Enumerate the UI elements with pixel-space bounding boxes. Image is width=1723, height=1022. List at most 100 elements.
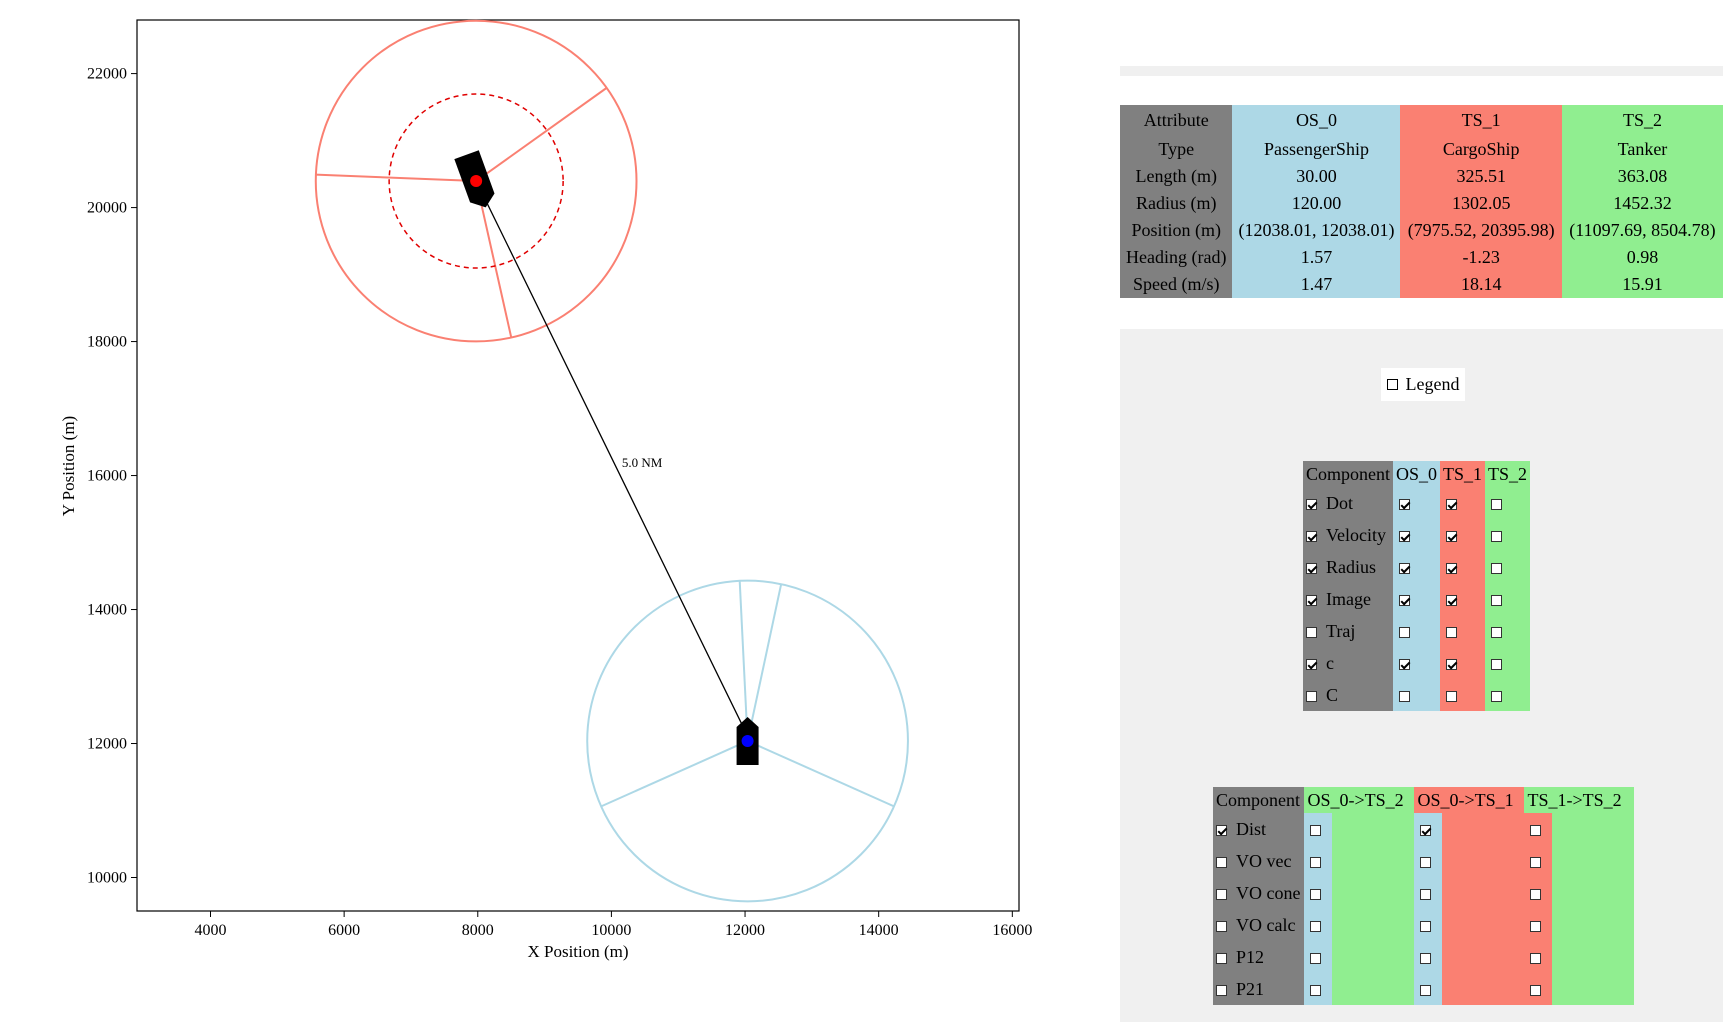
component-label-cell[interactable]: P12 [1213,941,1305,973]
component-label-cell[interactable]: VO calc [1213,909,1305,941]
ship-zones [314,19,909,903]
y-tick-label: 18000 [87,334,127,351]
component-checkbox-p3[interactable] [1530,984,1542,996]
component-header-cell: OS_0 [1393,461,1441,487]
component-label: VO vec [1236,850,1292,871]
component-checkbox-cell [1414,813,1525,845]
attr-cell: TS_2 [1561,105,1723,136]
component-label-cell[interactable]: Image [1303,583,1393,615]
component-checkbox-ts1[interactable] [1446,690,1458,702]
component-all-checkbox[interactable] [1216,824,1227,836]
component-all-checkbox[interactable] [1306,530,1317,542]
component-all-checkbox[interactable] [1306,594,1317,606]
component-label-cell[interactable]: Radius [1303,551,1393,583]
y-tick-label: 16000 [87,468,127,485]
component-all-checkbox[interactable] [1216,856,1227,868]
component-checkbox-p1[interactable] [1310,920,1322,932]
component-all-checkbox[interactable] [1216,920,1227,932]
component-checkbox-os[interactable] [1399,530,1410,542]
component-all-checkbox[interactable] [1216,952,1227,964]
component-label-cell[interactable]: Traj [1303,615,1393,647]
component-checkbox-p3[interactable] [1530,856,1542,868]
component-checkbox-p2[interactable] [1420,920,1432,932]
component-checkbox-p2[interactable] [1420,824,1432,836]
component-checkbox-os[interactable] [1399,626,1410,638]
component-checkbox-ts2[interactable] [1491,530,1503,542]
attr-cell: 363.08 [1561,163,1723,190]
component-checkbox-os[interactable] [1399,594,1410,606]
component-row: Dist [1213,813,1635,845]
component-checkbox-ts2[interactable] [1491,562,1503,574]
component-checkbox-ts2[interactable] [1491,690,1503,702]
component-label-cell[interactable]: Velocity [1303,519,1393,551]
component-label: Dist [1236,818,1267,839]
component-checkbox-p2[interactable] [1420,888,1432,900]
component-all-checkbox[interactable] [1216,888,1227,900]
component-checkbox-p1[interactable] [1310,824,1322,836]
component-checkbox-ts1[interactable] [1446,530,1458,542]
attr-cell: Speed (m/s) [1120,271,1233,298]
component-checkbox-p2[interactable] [1420,952,1432,964]
component-checkbox-cell [1440,519,1486,551]
component-checkbox-p3[interactable] [1530,888,1542,900]
component-checkbox-p3[interactable] [1530,952,1542,964]
attr-cell: Attribute [1120,105,1233,136]
component-checkbox-ts2[interactable] [1491,626,1503,638]
component-checkbox-ts1[interactable] [1446,498,1458,510]
component-checkbox-ts1[interactable] [1446,658,1458,670]
component-label-cell[interactable]: VO vec [1213,845,1305,877]
component-checkbox-ts2[interactable] [1491,594,1503,606]
component-all-checkbox[interactable] [1306,562,1317,574]
component-checkbox-ts2[interactable] [1491,498,1503,510]
component-checkbox-p1[interactable] [1310,984,1322,996]
legend-checkbox[interactable] [1386,379,1398,390]
component-checkbox-cell [1440,583,1486,615]
component-row: Dot [1303,487,1531,519]
component-checkbox-cell [1304,941,1415,973]
attr-cell: 1.57 [1232,244,1401,271]
attr-cell: Tanker [1561,136,1723,163]
x-tick-label: 14000 [859,922,899,939]
zone-sector-line [475,87,608,182]
component-label-cell[interactable]: Dot [1303,487,1393,519]
component-checkbox-p1[interactable] [1310,952,1322,964]
component-checkbox-p1[interactable] [1310,888,1322,900]
component-label-cell[interactable]: c [1303,647,1393,679]
component-checkbox-os[interactable] [1399,658,1410,670]
component-row: Traj [1303,615,1531,647]
component-checkbox-p2[interactable] [1420,984,1432,996]
component-row: VO vec [1213,845,1635,877]
component-label: P12 [1236,946,1265,967]
component-header-cell: TS_1->TS_2 [1524,787,1635,813]
component-all-checkbox[interactable] [1306,498,1317,510]
component-checkbox-p2[interactable] [1420,856,1432,868]
component-label: Radius [1326,556,1377,577]
component-checkbox-os[interactable] [1399,562,1410,574]
legend-toggle[interactable]: Legend [1381,368,1465,401]
attr-cell: Radius (m) [1120,190,1233,217]
attr-cell: 1452.32 [1561,190,1723,217]
attr-cell: 18.14 [1400,271,1562,298]
component-label-cell[interactable]: Dist [1213,813,1305,845]
component-checkbox-ts1[interactable] [1446,626,1458,638]
y-tick-label: 12000 [87,736,127,753]
component-checkbox-p3[interactable] [1530,824,1542,836]
component-all-checkbox[interactable] [1306,690,1317,702]
component-header-cell: Component [1303,461,1393,487]
os0-position-dot [741,734,754,747]
attr-cell: 15.91 [1561,271,1723,298]
component-all-checkbox[interactable] [1216,984,1227,996]
component-all-checkbox[interactable] [1306,658,1317,670]
component-checkbox-ts2[interactable] [1491,658,1503,670]
component-all-checkbox[interactable] [1306,626,1317,638]
component-checkbox-os[interactable] [1399,690,1410,702]
component-checkbox-p3[interactable] [1530,920,1542,932]
zone-sector-line [315,173,477,183]
component-checkbox-p1[interactable] [1310,856,1322,868]
component-checkbox-ts1[interactable] [1446,562,1458,574]
component-checkbox-os[interactable] [1399,498,1410,510]
component-label-cell[interactable]: C [1303,679,1393,711]
component-checkbox-ts1[interactable] [1446,594,1458,606]
component-label-cell[interactable]: VO cone [1213,877,1305,909]
component-label-cell[interactable]: P21 [1213,973,1305,1005]
